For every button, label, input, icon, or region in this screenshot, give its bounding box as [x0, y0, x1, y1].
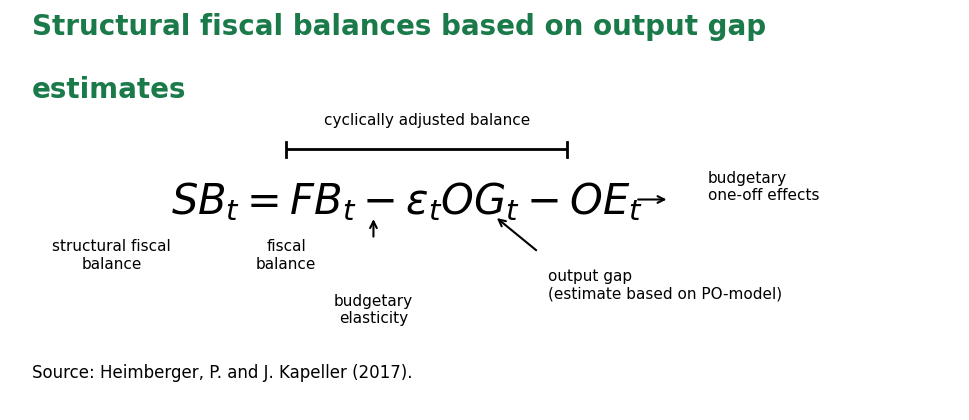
Text: output gap
(estimate based on PO-model): output gap (estimate based on PO-model) [547, 269, 781, 301]
Text: Structural fiscal balances based on output gap: Structural fiscal balances based on outp… [32, 13, 766, 41]
Text: Source: Heimberger, P. and J. Kapeller (2017).: Source: Heimberger, P. and J. Kapeller (… [32, 364, 412, 382]
Text: structural fiscal
balance: structural fiscal balance [52, 239, 171, 272]
Text: $SB_t = FB_t - \epsilon_t OG_t - OE_t$: $SB_t = FB_t - \epsilon_t OG_t - OE_t$ [172, 180, 642, 223]
Text: budgetary
elasticity: budgetary elasticity [333, 294, 413, 326]
Text: estimates: estimates [32, 76, 186, 104]
Text: budgetary
one-off effects: budgetary one-off effects [707, 171, 819, 203]
Text: cyclically adjusted balance: cyclically adjusted balance [324, 113, 529, 128]
Text: fiscal
balance: fiscal balance [256, 239, 316, 272]
